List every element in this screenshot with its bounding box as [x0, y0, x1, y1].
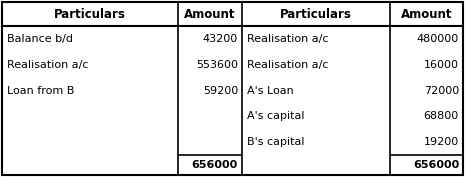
Text: Realisation a/c: Realisation a/c	[247, 34, 328, 44]
Text: Amount: Amount	[401, 7, 452, 21]
Text: 68800: 68800	[424, 111, 459, 121]
Text: A's Loan: A's Loan	[247, 85, 294, 96]
Text: 59200: 59200	[203, 85, 238, 96]
Text: Realisation a/c: Realisation a/c	[7, 60, 89, 70]
Text: 480000: 480000	[417, 34, 459, 44]
Text: Amount: Amount	[184, 7, 236, 21]
Text: 19200: 19200	[424, 137, 459, 147]
Text: Realisation a/c: Realisation a/c	[247, 60, 328, 70]
Text: Balance b/d: Balance b/d	[7, 34, 73, 44]
Text: 656000: 656000	[192, 160, 238, 170]
Text: Particulars: Particulars	[280, 7, 352, 21]
Text: 16000: 16000	[424, 60, 459, 70]
Text: 553600: 553600	[196, 60, 238, 70]
Text: 656000: 656000	[413, 160, 459, 170]
Text: 72000: 72000	[424, 85, 459, 96]
Text: Loan from B: Loan from B	[7, 85, 74, 96]
Text: A's capital: A's capital	[247, 111, 304, 121]
Text: Particulars: Particulars	[54, 7, 126, 21]
Text: B's capital: B's capital	[247, 137, 304, 147]
Text: 43200: 43200	[203, 34, 238, 44]
